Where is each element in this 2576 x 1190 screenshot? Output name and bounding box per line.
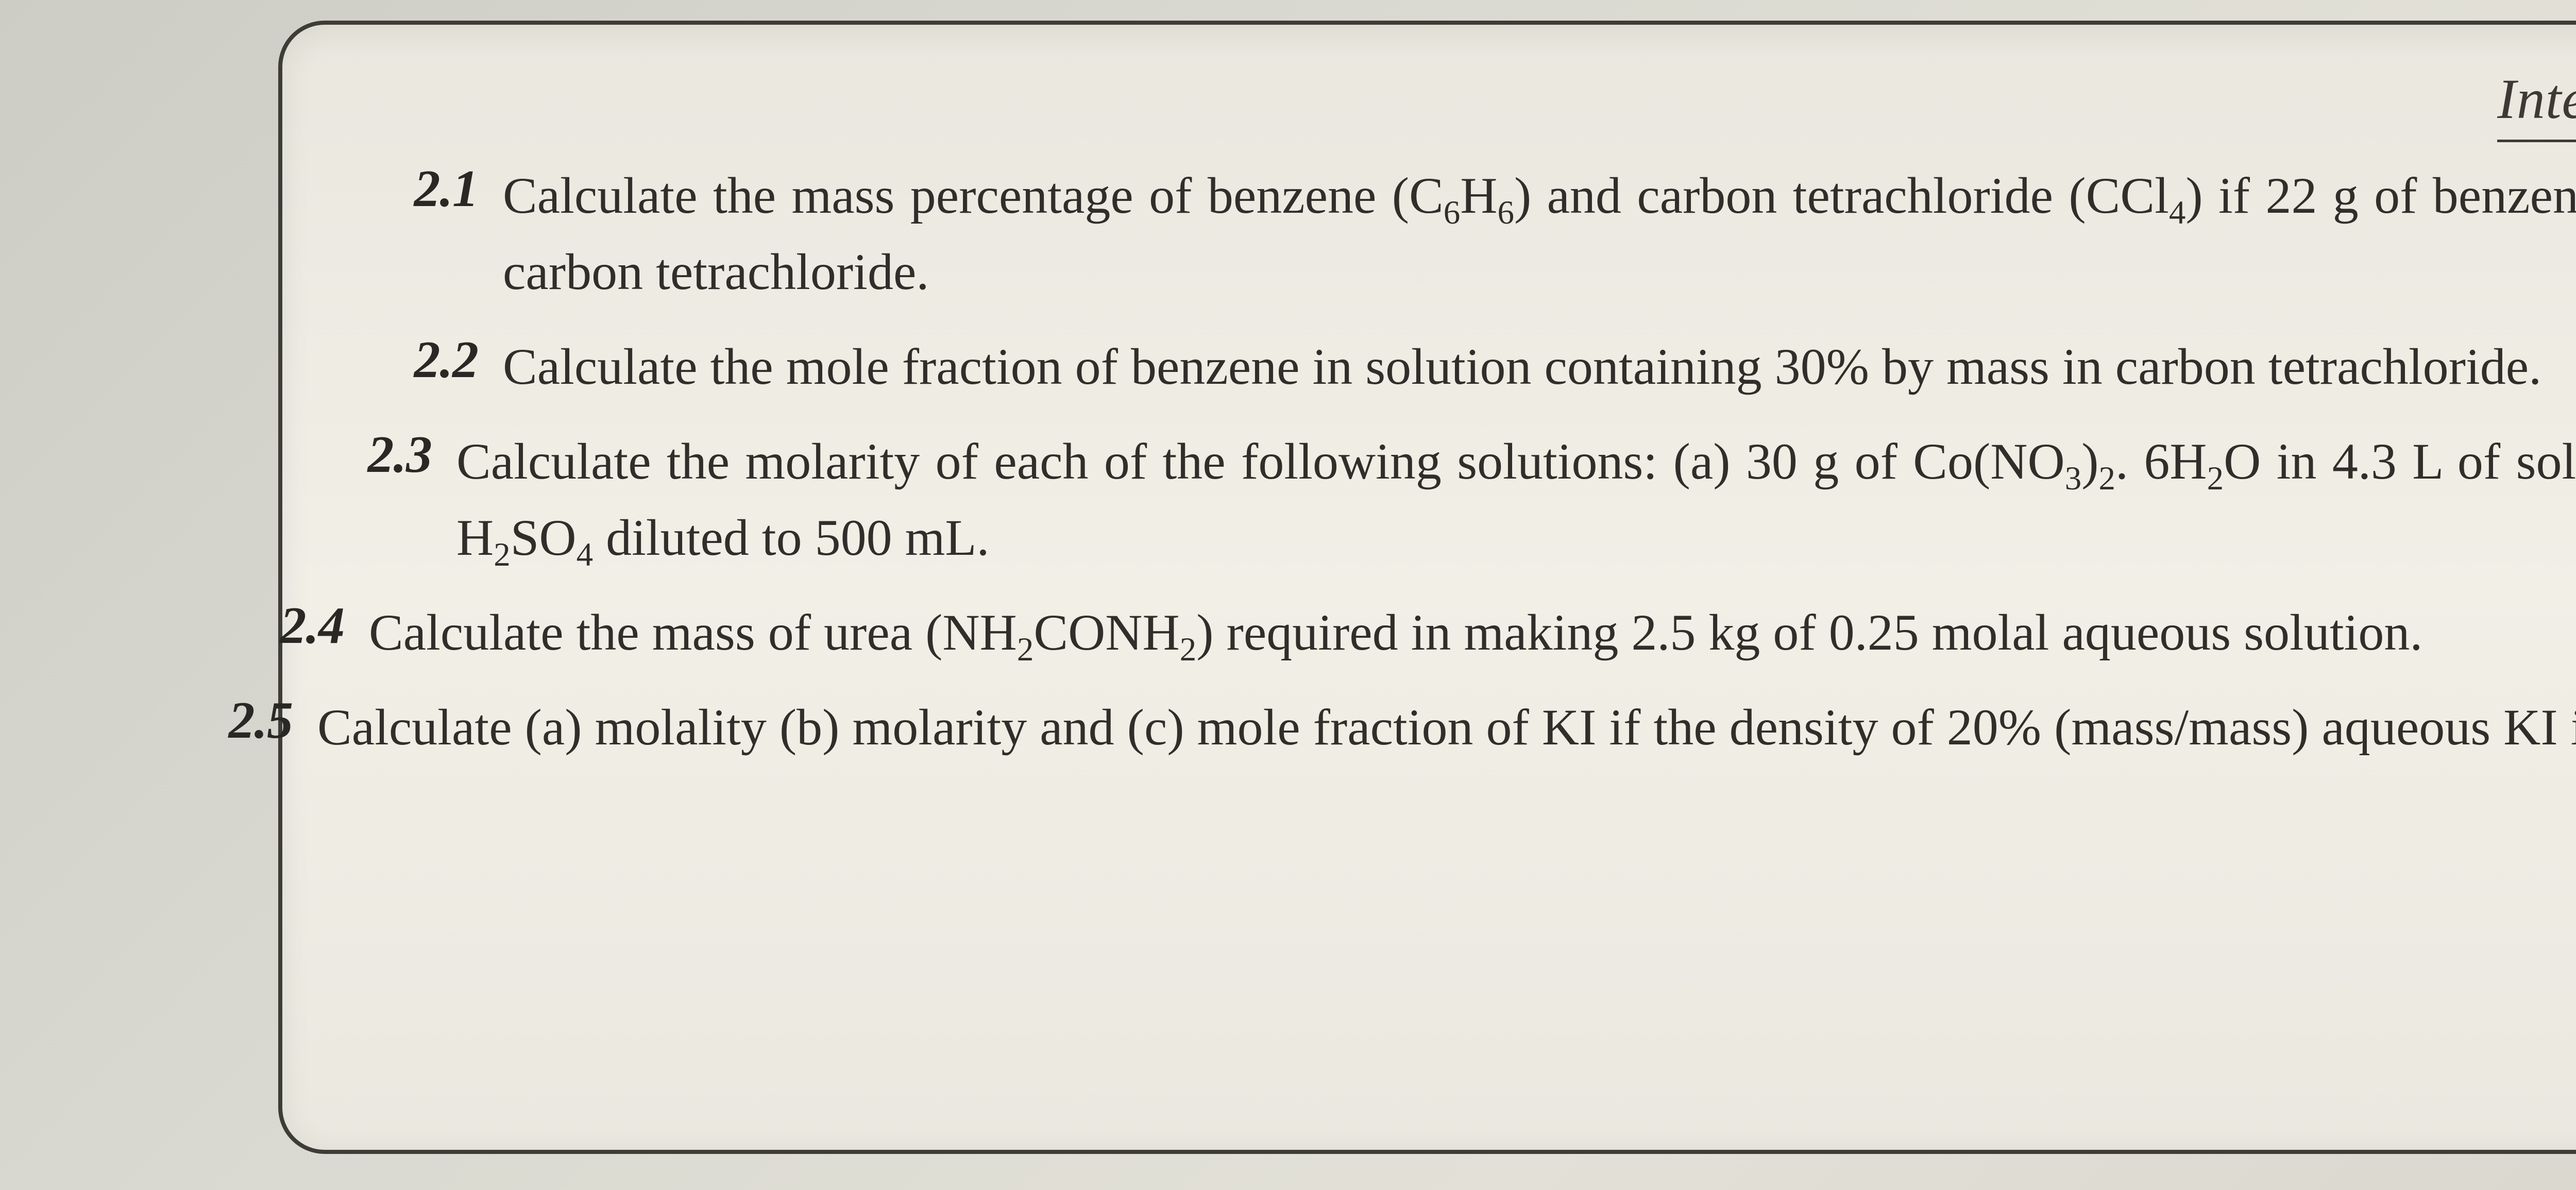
question-text: Calculate the mass of urea (NH2CONH2) re…: [369, 594, 2576, 671]
question-text: Calculate the mole fraction of benzene i…: [503, 329, 2576, 405]
question-row: 2.5 Calculate (a) molality (b) molarity a…: [174, 689, 2576, 766]
questions-container: 2.1 Calculate the mass percentage of benz…: [360, 158, 2576, 766]
question-text: Calculate (a) molality (b) molarity and …: [317, 689, 2576, 766]
question-number: 2.2: [360, 329, 478, 392]
question-number: 2.3: [313, 423, 432, 486]
question-row: 2.2 Calculate the mole fraction of benzen…: [360, 329, 2576, 405]
question-text: Calculate the mass percentage of benzene…: [503, 158, 2576, 310]
section-heading: Intext Questions: [2497, 56, 2576, 142]
question-card: Intext Questions 2.1 Calculate the mass p…: [278, 21, 2576, 1154]
question-row: 2.1 Calculate the mass percentage of benz…: [360, 158, 2576, 310]
page-background: noitulos gninimnoto vnduloa jert Intext …: [0, 0, 2576, 1190]
question-number: 2.5: [174, 689, 293, 752]
question-text: Calculate the molarity of each of the fo…: [456, 423, 2576, 576]
question-number: 2.1: [360, 158, 478, 220]
question-row: 2.4 Calculate the mass of urea (NH2CONH2)…: [226, 594, 2576, 671]
question-row: 2.3 Calculate the molarity of each of the…: [313, 423, 2576, 576]
heading-row: Intext Questions: [360, 56, 2576, 142]
question-number: 2.4: [226, 594, 344, 657]
